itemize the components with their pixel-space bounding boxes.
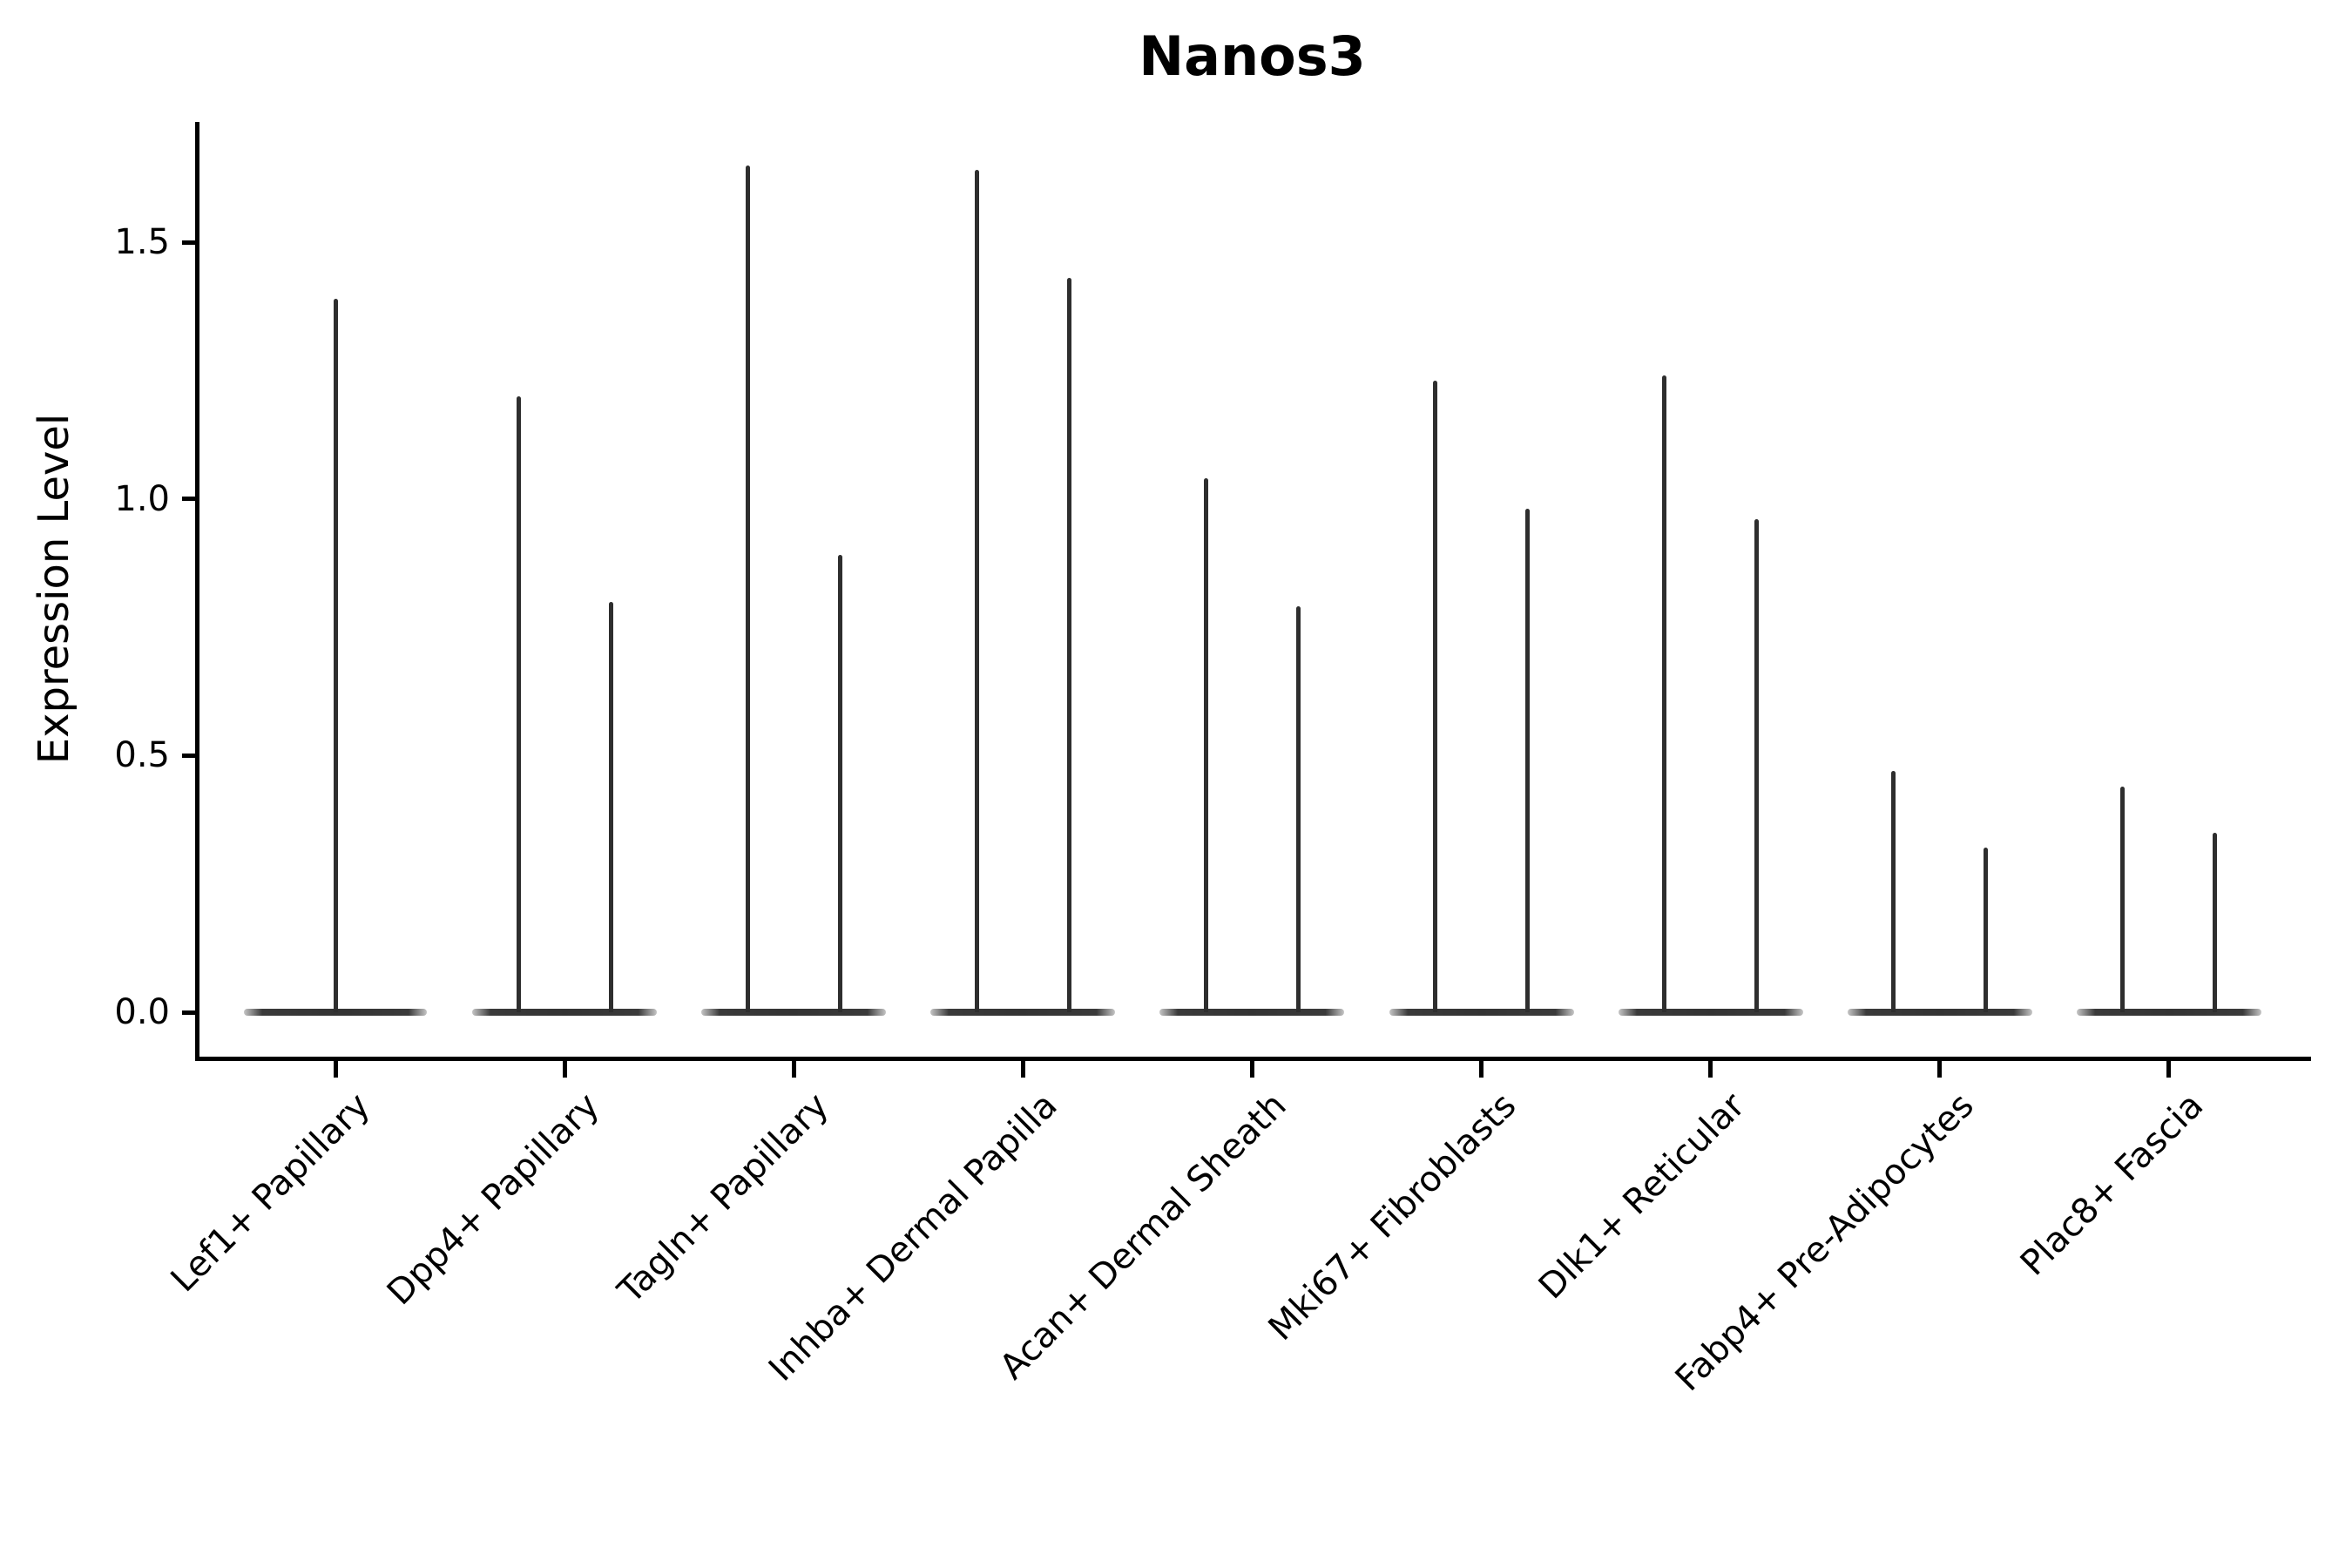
violin-spike [837, 555, 842, 1012]
violin-body-baseline [1159, 1009, 1345, 1016]
violin-spike [745, 165, 750, 1012]
violin-body-baseline [1389, 1009, 1574, 1016]
x-tick-mark [2166, 1061, 2172, 1078]
violin-spike [974, 170, 979, 1012]
violin-spike [1066, 278, 1071, 1012]
x-tick-label: Plac8+ Fascia [2012, 1085, 2212, 1284]
x-tick-mark [1479, 1061, 1484, 1078]
violin-spike [1203, 478, 1208, 1012]
violin-body-baseline [701, 1009, 887, 1016]
y-tick-label: 0.0 [114, 992, 170, 1032]
x-tick-mark [1937, 1061, 1943, 1078]
violin-spike [2120, 786, 2126, 1012]
y-tick-label: 1.0 [114, 478, 170, 519]
y-axis-spine [195, 122, 199, 1061]
chart-title: Nanos3 [1139, 24, 1366, 88]
y-tick-label: 0.5 [114, 735, 170, 776]
x-tick-label: Lef1+ Papillary [163, 1085, 378, 1301]
x-tick-label: Dlk1+ Reticular [1531, 1085, 1754, 1308]
y-tick-mark [182, 753, 196, 758]
violin-spike [1984, 848, 1989, 1012]
y-tick-mark [182, 1010, 196, 1015]
violin-spike [1662, 375, 1667, 1012]
violin-body-baseline [1618, 1009, 1803, 1016]
x-axis-spine [195, 1057, 2311, 1061]
y-tick-mark [182, 497, 196, 502]
violin-body-baseline [244, 1009, 427, 1016]
violin-spike [1891, 771, 1896, 1012]
violin-spike [1754, 519, 1760, 1012]
x-tick-mark [1020, 1061, 1025, 1078]
y-tick-label: 1.5 [114, 222, 170, 262]
violin-spike [1525, 509, 1530, 1012]
x-tick-mark [1249, 1061, 1254, 1078]
violin-spike [1295, 606, 1301, 1012]
violin-spike [2213, 832, 2218, 1012]
x-tick-mark [1708, 1061, 1713, 1078]
violin-spike [516, 395, 521, 1012]
violin-body-baseline [2076, 1009, 2261, 1016]
violin-body-baseline [1847, 1009, 2032, 1016]
x-tick-mark [333, 1061, 338, 1078]
violin-spike [1433, 381, 1437, 1012]
x-tick-label: Dpp4+ Papillary [379, 1085, 607, 1314]
violin-spike [333, 298, 338, 1012]
violin-body-baseline [930, 1009, 1116, 1016]
y-tick-mark [182, 240, 196, 245]
y-axis-label: Expression Level [30, 413, 78, 765]
x-tick-mark [791, 1061, 796, 1078]
x-tick-label: Mki67+ Fibroblasts [1260, 1085, 1524, 1348]
x-tick-mark [562, 1061, 567, 1078]
violin-body-baseline [472, 1009, 658, 1016]
x-tick-label: Tagln+ Papillary [610, 1085, 836, 1312]
violin-spike [608, 601, 613, 1012]
